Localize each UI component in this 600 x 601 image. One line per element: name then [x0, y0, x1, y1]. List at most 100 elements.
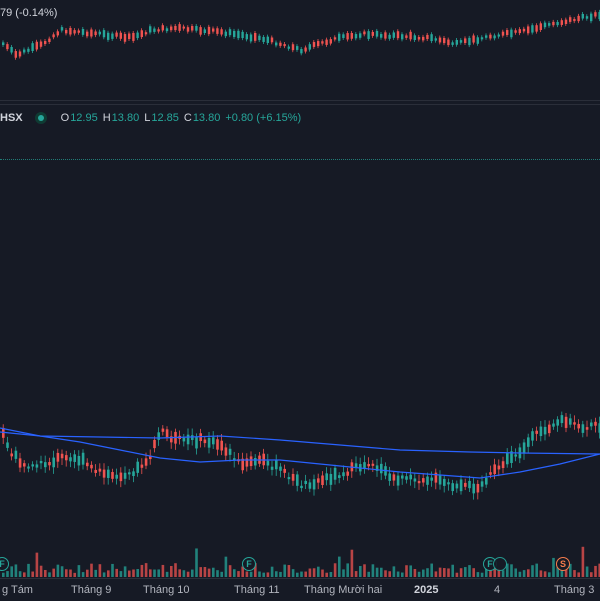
compare-candle	[149, 24, 152, 35]
compare-candle	[501, 29, 505, 38]
compare-candle	[270, 35, 274, 45]
candle	[6, 436, 9, 452]
compare-candle	[325, 37, 328, 47]
candle	[312, 474, 316, 496]
candle	[472, 477, 475, 500]
volume-bar	[220, 571, 223, 577]
volume-bar	[216, 570, 219, 577]
volume-bar	[161, 564, 165, 577]
compare-candle	[489, 32, 492, 41]
volume-bar	[258, 571, 261, 577]
candle	[31, 461, 34, 471]
candle	[317, 473, 320, 490]
pane-separator[interactable]	[0, 100, 600, 101]
volume-bar	[543, 571, 547, 577]
compare-candle	[514, 28, 517, 35]
candle	[35, 460, 39, 473]
candle	[102, 463, 106, 485]
candle	[153, 436, 156, 453]
compare-candle	[287, 44, 290, 51]
candle	[560, 411, 564, 428]
volume-bar	[438, 567, 442, 577]
candle	[308, 479, 312, 493]
event-marker-s[interactable]: S	[556, 557, 570, 571]
candle	[228, 443, 232, 462]
compare-candle	[216, 26, 219, 36]
compare-candle	[203, 27, 206, 35]
event-marker-f[interactable]	[493, 557, 507, 571]
volume-bar	[90, 563, 93, 577]
volume-bar	[485, 565, 488, 577]
symbol-exchange[interactable]: HSX	[0, 112, 23, 124]
candle	[422, 473, 425, 487]
candle	[346, 467, 349, 481]
low-label: L	[144, 112, 151, 124]
volume-bar	[136, 569, 139, 577]
volume-bar	[195, 548, 198, 577]
candle	[354, 456, 358, 472]
volume-bar	[279, 571, 282, 577]
compare-candle	[367, 29, 370, 41]
time-axis[interactable]: g Tám Tháng 9 Tháng 10 Tháng 11 Tháng Mư…	[0, 578, 600, 601]
compare-candle	[300, 46, 303, 56]
candle	[199, 428, 202, 448]
volume-bar	[153, 569, 156, 577]
compare-candle	[94, 29, 97, 38]
candle	[27, 463, 30, 473]
volume-bar	[275, 571, 278, 577]
volume-bar	[539, 570, 543, 577]
candle	[455, 480, 459, 493]
candle	[283, 464, 286, 478]
volume-bar	[359, 566, 362, 577]
compare-candle	[249, 32, 253, 44]
compare-change: 79 (-0.14%)	[0, 7, 58, 19]
volume-bar	[165, 571, 169, 577]
volume-bar	[132, 569, 135, 577]
close-value: 13.80	[192, 112, 221, 124]
volume-bar	[497, 568, 501, 577]
candle	[291, 468, 295, 486]
time-label: Tháng 3	[554, 584, 595, 596]
compare-pane[interactable]: 79 (-0.14%)	[0, 0, 600, 100]
compare-candle	[350, 30, 353, 41]
compare-candle	[254, 31, 257, 43]
candle	[556, 416, 559, 432]
low-value: 12.85	[151, 112, 179, 124]
compare-candle	[543, 20, 547, 30]
volume-bar	[518, 571, 522, 577]
market-status-icon[interactable]	[34, 112, 47, 124]
candle	[77, 450, 81, 471]
candle	[220, 434, 223, 456]
candle	[371, 460, 375, 472]
volume-bar	[270, 566, 274, 577]
candle	[81, 449, 85, 470]
candle	[359, 457, 362, 476]
candle	[497, 459, 501, 477]
candle	[275, 454, 278, 476]
candle	[115, 468, 118, 485]
compare-candle	[86, 29, 89, 39]
compare-candle	[241, 29, 244, 41]
volume-bar	[590, 572, 593, 577]
volume-bar	[514, 568, 517, 577]
compare-candle	[577, 13, 580, 24]
compare-candle	[275, 40, 278, 48]
compare-candle	[6, 42, 9, 52]
time-label: Tháng Mười hai	[304, 584, 383, 596]
volume-bar	[140, 564, 144, 577]
volume-bar	[409, 565, 412, 577]
price-chart[interactable]	[0, 0, 600, 578]
volume-bar	[300, 571, 303, 577]
volume-bar	[380, 567, 383, 577]
open-label: O	[60, 112, 70, 124]
compare-candle	[212, 26, 215, 34]
event-marker-f[interactable]: F	[0, 557, 9, 571]
candle	[380, 457, 383, 481]
volume-bar	[396, 571, 400, 577]
compare-candle	[111, 31, 114, 41]
candle	[241, 452, 244, 474]
candle	[216, 435, 219, 456]
compare-candle	[237, 28, 240, 41]
volume-bar	[241, 566, 244, 577]
event-marker-f[interactable]: F	[242, 557, 256, 571]
